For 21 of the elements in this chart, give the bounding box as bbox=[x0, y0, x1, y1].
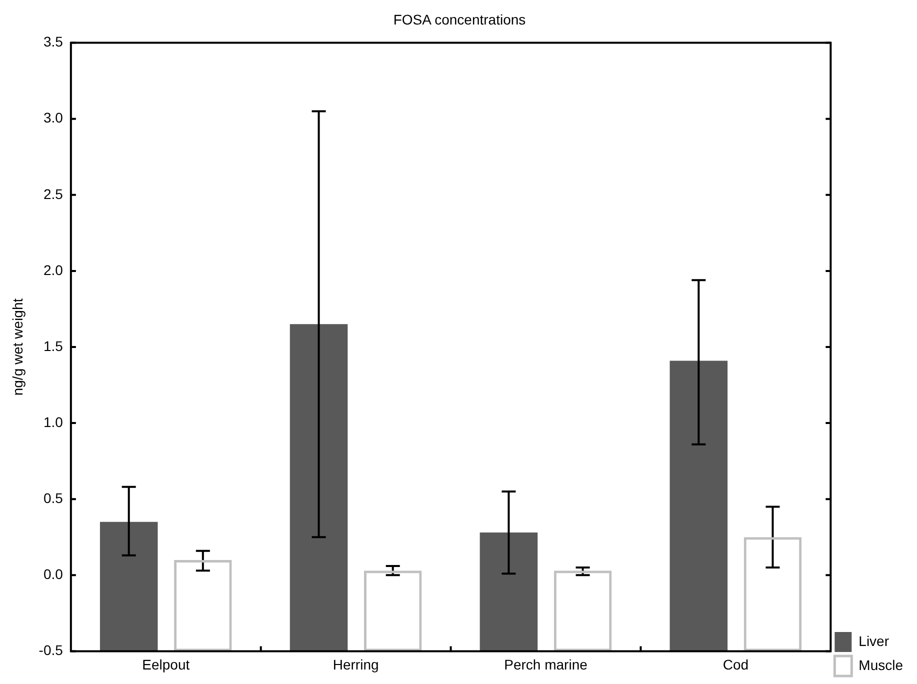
bar bbox=[100, 522, 158, 652]
x-tick-label: Perch marine bbox=[504, 656, 588, 672]
y-tick-label: 2.5 bbox=[43, 186, 64, 202]
x-tick-label: Cod bbox=[722, 656, 749, 672]
chart-title: FOSA concentrations bbox=[393, 11, 526, 28]
y-tick-label: 3.5 bbox=[43, 34, 64, 50]
bar bbox=[290, 324, 348, 652]
x-tick-label: Herring bbox=[332, 656, 379, 672]
y-tick-label: 1.5 bbox=[43, 338, 64, 354]
x-tick-label: Eelpout bbox=[142, 656, 190, 672]
y-axis-title: ng/g wet weight bbox=[9, 298, 26, 396]
bar bbox=[670, 360, 728, 652]
y-tick-label: 0.5 bbox=[43, 490, 64, 506]
legend-label: Liver bbox=[858, 632, 890, 649]
y-tick-label: 2.0 bbox=[43, 262, 64, 278]
y-tick-label: 1.0 bbox=[43, 414, 64, 430]
y-tick-label: 0.0 bbox=[43, 566, 64, 582]
y-tick-label: 3.0 bbox=[43, 110, 64, 126]
legend-label: Muscle bbox=[858, 656, 904, 673]
bar bbox=[480, 532, 538, 652]
y-tick-label: -0.5 bbox=[38, 642, 64, 658]
